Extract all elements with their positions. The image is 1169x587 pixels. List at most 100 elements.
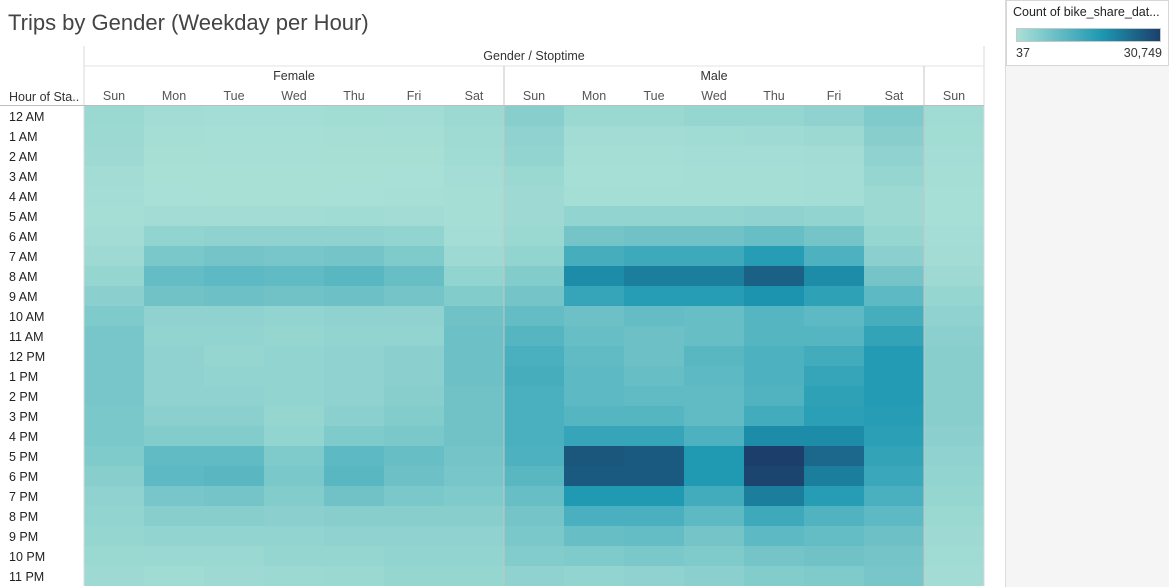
heatmap-cell[interactable] (264, 286, 324, 306)
heatmap-cell[interactable] (624, 306, 684, 326)
heatmap-cell[interactable] (384, 466, 444, 486)
heatmap-cell[interactable] (204, 166, 264, 186)
heatmap-cell[interactable] (684, 106, 744, 126)
heatmap-cell[interactable] (864, 206, 924, 226)
heatmap-cell[interactable] (804, 246, 864, 266)
heatmap-cell[interactable] (924, 506, 984, 526)
heatmap-cell[interactable] (564, 346, 624, 366)
heatmap-cell[interactable] (444, 366, 504, 386)
heatmap-cell[interactable] (444, 526, 504, 546)
heatmap-cell[interactable] (444, 406, 504, 426)
heatmap-cell[interactable] (84, 486, 144, 506)
heatmap-cell[interactable] (264, 126, 324, 146)
heatmap-cell[interactable] (804, 466, 864, 486)
heatmap-cell[interactable] (684, 166, 744, 186)
heatmap-cell[interactable] (264, 426, 324, 446)
heatmap-cell[interactable] (264, 326, 324, 346)
heatmap-cell[interactable] (84, 526, 144, 546)
heatmap-cell[interactable] (324, 226, 384, 246)
heatmap-cell[interactable] (744, 566, 804, 586)
heatmap-cell[interactable] (264, 566, 324, 586)
heatmap-cell[interactable] (444, 246, 504, 266)
heatmap-cell[interactable] (684, 306, 744, 326)
heatmap-cell[interactable] (624, 106, 684, 126)
heatmap-cell[interactable] (504, 306, 564, 326)
heatmap-cell[interactable] (264, 406, 324, 426)
heatmap-cell[interactable] (204, 506, 264, 526)
heatmap-cell[interactable] (684, 226, 744, 246)
heatmap-cell[interactable] (444, 566, 504, 586)
heatmap-cell[interactable] (504, 346, 564, 366)
heatmap-cell[interactable] (84, 546, 144, 566)
heatmap-cell[interactable] (684, 286, 744, 306)
heatmap-cell[interactable] (144, 126, 204, 146)
heatmap-cell[interactable] (204, 186, 264, 206)
heatmap-cell[interactable] (504, 466, 564, 486)
heatmap-cell[interactable] (744, 426, 804, 446)
heatmap-cell[interactable] (564, 286, 624, 306)
heatmap-cell[interactable] (84, 446, 144, 466)
heatmap-cell[interactable] (684, 466, 744, 486)
heatmap-cell[interactable] (564, 166, 624, 186)
heatmap-cell[interactable] (264, 106, 324, 126)
heatmap-cell[interactable] (564, 146, 624, 166)
heatmap-cell[interactable] (624, 126, 684, 146)
heatmap-cell[interactable] (744, 486, 804, 506)
heatmap-cell[interactable] (744, 346, 804, 366)
heatmap-cell[interactable] (144, 226, 204, 246)
heatmap-cell[interactable] (384, 386, 444, 406)
heatmap-cell[interactable] (864, 486, 924, 506)
heatmap-cell[interactable] (504, 106, 564, 126)
heatmap-cell[interactable] (624, 406, 684, 426)
heatmap-cell[interactable] (204, 126, 264, 146)
heatmap-cell[interactable] (684, 186, 744, 206)
heatmap-cell[interactable] (444, 226, 504, 246)
heatmap-cell[interactable] (864, 126, 924, 146)
heatmap-cell[interactable] (804, 346, 864, 366)
heatmap-cell[interactable] (864, 266, 924, 286)
heatmap-cell[interactable] (264, 186, 324, 206)
heatmap-cell[interactable] (324, 306, 384, 326)
heatmap-cell[interactable] (384, 346, 444, 366)
heatmap-cell[interactable] (144, 446, 204, 466)
heatmap-cell[interactable] (144, 266, 204, 286)
heatmap-cell[interactable] (624, 506, 684, 526)
heatmap-cell[interactable] (324, 246, 384, 266)
heatmap-cell[interactable] (444, 306, 504, 326)
heatmap-cell[interactable] (744, 246, 804, 266)
heatmap-cell[interactable] (264, 226, 324, 246)
heatmap-cell[interactable] (444, 166, 504, 186)
heatmap-cell[interactable] (804, 526, 864, 546)
heatmap-cell[interactable] (144, 106, 204, 126)
heatmap-cell[interactable] (384, 306, 444, 326)
heatmap-cell[interactable] (744, 366, 804, 386)
heatmap-cell[interactable] (924, 486, 984, 506)
heatmap-cell[interactable] (444, 506, 504, 526)
heatmap-cell[interactable] (744, 126, 804, 146)
heatmap-cell[interactable] (264, 166, 324, 186)
heatmap-cell[interactable] (144, 346, 204, 366)
heatmap-cell[interactable] (924, 366, 984, 386)
heatmap-cell[interactable] (924, 206, 984, 226)
heatmap-cell[interactable] (384, 286, 444, 306)
heatmap-cell[interactable] (864, 466, 924, 486)
heatmap-cell[interactable] (204, 266, 264, 286)
heatmap-cell[interactable] (384, 186, 444, 206)
heatmap-cell[interactable] (804, 386, 864, 406)
color-legend[interactable]: Count of bike_share_dat... 37 30,749 (1006, 0, 1169, 66)
heatmap-cell[interactable] (84, 366, 144, 386)
heatmap-cell[interactable] (744, 266, 804, 286)
heatmap-cell[interactable] (624, 426, 684, 446)
heatmap-cell[interactable] (204, 546, 264, 566)
heatmap-cell[interactable] (624, 366, 684, 386)
heatmap-cell[interactable] (744, 206, 804, 226)
heatmap-cell[interactable] (684, 506, 744, 526)
heatmap-cell[interactable] (384, 566, 444, 586)
heatmap-cell[interactable] (504, 186, 564, 206)
heatmap-cell[interactable] (804, 226, 864, 246)
heatmap-cell[interactable] (684, 386, 744, 406)
heatmap-cell[interactable] (204, 326, 264, 346)
heatmap-cell[interactable] (804, 306, 864, 326)
heatmap-cell[interactable] (744, 166, 804, 186)
heatmap-cell[interactable] (204, 366, 264, 386)
